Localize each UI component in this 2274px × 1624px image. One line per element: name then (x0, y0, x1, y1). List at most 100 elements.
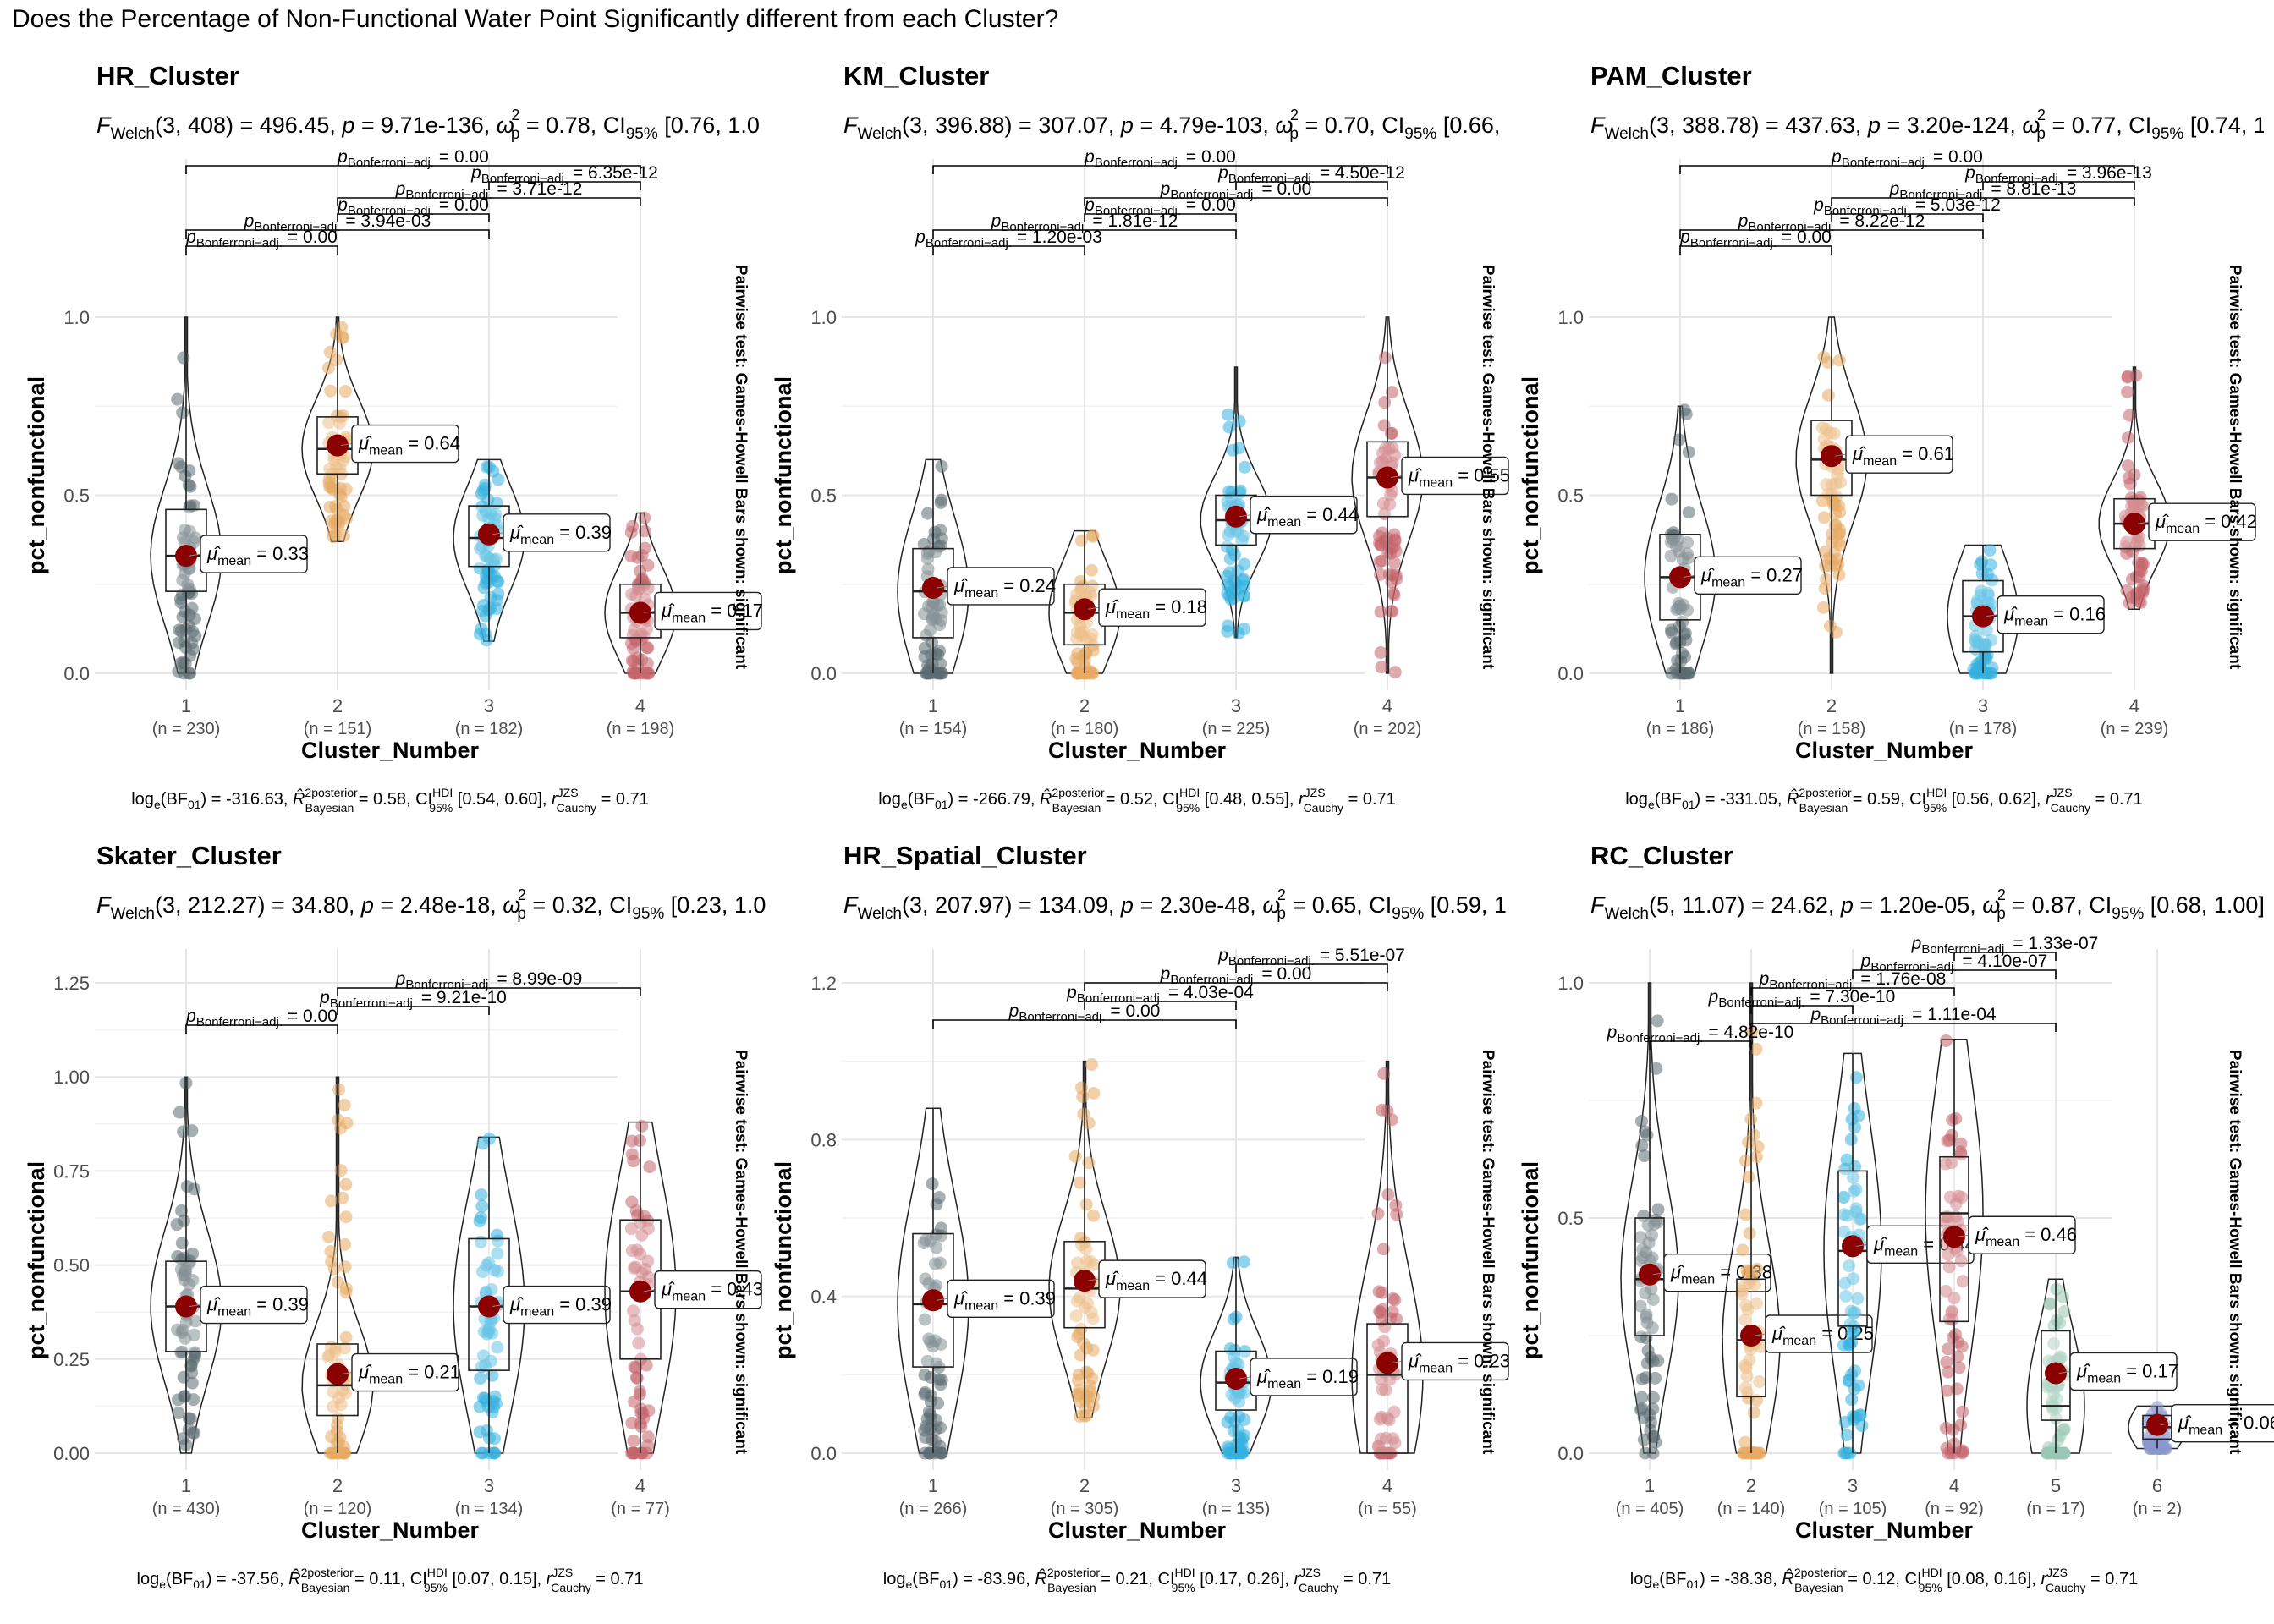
chart-panel-3: PAM_Cluster FWelch(3, 388.78) = 437.63, p… (1518, 61, 2266, 815)
data-point (1750, 1262, 1764, 1276)
data-point (1840, 1428, 1854, 1441)
data-point (1831, 552, 1844, 566)
data-point (1849, 1071, 1863, 1084)
data-point (1945, 1156, 1958, 1170)
data-point (478, 478, 492, 491)
data-point (1635, 1402, 1649, 1415)
data-point (641, 1214, 655, 1227)
data-point (1085, 1058, 1099, 1072)
panel-title: RC_Cluster (1590, 841, 1733, 870)
data-point (2123, 596, 2136, 610)
x-tick-count: (n = 55) (1358, 1500, 1416, 1518)
data-point (1952, 1189, 1965, 1203)
mean-label-leader (1390, 1360, 1403, 1363)
data-point (1952, 1336, 1965, 1349)
data-point (324, 1194, 338, 1208)
mean-label-text: μ̂mean = 0.18 (1105, 596, 1207, 622)
panel-subtitle: FWelch(3, 388.78) = 437.63, p = 3.20e-12… (1590, 107, 2266, 143)
x-tick-label: 4 (635, 695, 645, 716)
pairwise-label: pBonferroni−adj. = 8.22e-12 (1738, 211, 1925, 234)
data-point (473, 628, 486, 641)
data-point (173, 623, 186, 637)
data-point (924, 667, 937, 680)
data-point (930, 1241, 943, 1254)
data-point (1740, 1369, 1754, 1383)
mean-label: μ̂mean = 0.23 (1390, 1341, 1510, 1381)
data-point (476, 1446, 490, 1460)
panel-subtitle: FWelch(3, 212.27) = 34.80, p = 2.48e-18,… (96, 886, 766, 923)
data-point (934, 1378, 948, 1391)
mean-label-leader (340, 1372, 353, 1375)
violin (2026, 1278, 2085, 1454)
pairwise-label: pBonferroni−adj. = 8.81e-13 (1889, 179, 2077, 202)
y-tick-label: 0.5 (1557, 1208, 1584, 1229)
x-tick-count: (n = 2) (2133, 1500, 2182, 1518)
data-point (171, 392, 184, 406)
violin (897, 1107, 969, 1454)
pairwise-bars: pBonferroni−adj. = 0.00pBonferroni−adj. … (185, 147, 658, 255)
data-point (1829, 518, 1843, 532)
data-point (1382, 442, 1396, 455)
mean-label-leader (1239, 1376, 1251, 1380)
data-point (332, 1083, 346, 1096)
pairwise-bar (1084, 982, 1388, 991)
data-point (923, 1408, 937, 1422)
panel-caption: loge(BF01) = -266.79, R̂2posterior Bayesi… (878, 786, 1396, 815)
data-point (2132, 494, 2145, 508)
x-tick-count: (n = 135) (1202, 1500, 1271, 1518)
pairwise-bar (1084, 1001, 1237, 1010)
panel-caption: loge(BF01) = -316.63, R̂2posterior Bayesi… (131, 786, 649, 815)
data-point (638, 576, 651, 590)
mean-label-box (1250, 496, 1358, 535)
pairwise-label: pBonferroni−adj. = 5.51e-07 (1217, 946, 1405, 968)
mean-point (175, 1295, 197, 1318)
data-point (1939, 1034, 1953, 1048)
x-axis-label: Cluster_Number (1048, 738, 1227, 763)
group-2: μ̂mean = 0.18 (1048, 529, 1207, 680)
mean-label-text: μ̂mean = 0.43 (661, 1279, 763, 1304)
data-point (1221, 1440, 1234, 1454)
mean-label-text: μ̂mean = 0.46 (1975, 1224, 2077, 1249)
data-point (336, 454, 349, 468)
x-tick-label: 1 (181, 695, 191, 716)
data-point (1823, 426, 1837, 440)
data-point (1974, 588, 1987, 601)
data-point (1387, 556, 1401, 569)
x-axis-label: Cluster_Number (301, 738, 480, 763)
violin (1351, 316, 1424, 674)
data-point (1373, 568, 1387, 581)
mean-label: μ̂mean = 0.33 (189, 535, 309, 573)
data-point (1680, 603, 1694, 617)
mean-label-box (1968, 1215, 2076, 1254)
data-point (1069, 1309, 1083, 1323)
mean-label-leader (492, 532, 504, 535)
pairwise-label: pBonferroni−adj. = 0.00 (1679, 228, 1832, 250)
mean-label-leader (340, 443, 353, 447)
data-point (1740, 1446, 1754, 1460)
pairwise-bar (1084, 213, 1237, 222)
data-point (179, 1315, 193, 1329)
data-point (476, 509, 490, 523)
pairwise-bar (1831, 197, 2135, 206)
mean-label-box (654, 1270, 762, 1309)
data-point (1847, 1272, 1860, 1286)
data-point (634, 1420, 648, 1434)
data-point (918, 641, 931, 655)
data-point (1378, 351, 1392, 365)
pairwise-label: pBonferroni−adj. = 0.00 (1160, 179, 1312, 202)
box (1366, 1323, 1409, 1454)
data-point (184, 1358, 198, 1372)
mean-label: μ̂mean = 0.21 (340, 1352, 460, 1392)
data-point (1637, 1433, 1651, 1446)
data-point (638, 511, 651, 524)
y-axis-label: pct_nonfunctional (1518, 1161, 1543, 1359)
mean-label: μ̂mean = 0.39 (189, 1285, 309, 1325)
data-point (1634, 1114, 1648, 1127)
data-point (935, 1229, 948, 1243)
data-point (1082, 1156, 1096, 1170)
data-point (1832, 568, 1846, 582)
y-tick-label: 1.00 (53, 1067, 90, 1088)
x-tick-label: 2 (1826, 695, 1837, 716)
data-point (1855, 1419, 1869, 1433)
panel-title: KM_Cluster (843, 61, 989, 91)
